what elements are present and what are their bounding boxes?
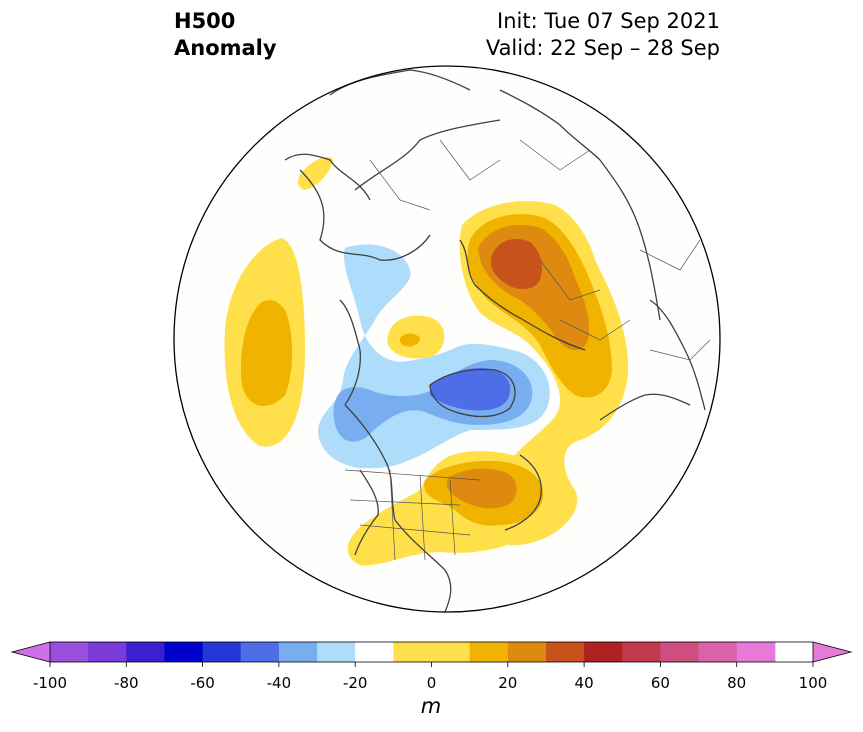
colorbar-over-triangle — [813, 642, 851, 662]
valid-range: Valid: 22 Sep – 28 Sep — [485, 36, 720, 60]
colorbar-tick-label: 40 — [574, 674, 594, 692]
colorbar-box-9 — [393, 642, 471, 662]
colorbar-unit: m — [420, 694, 442, 718]
map-title: H500 Anomaly — [174, 9, 277, 60]
colorbar-box-12 — [545, 642, 585, 662]
colorbar-outline — [49, 641, 814, 663]
colorbar-box-0 — [50, 642, 89, 662]
colorbar-box-14 — [622, 642, 661, 662]
colorbar-under-triangle — [12, 642, 50, 662]
colorbar-box-6 — [278, 642, 318, 662]
colorbar-tick-label: -20 — [342, 674, 368, 692]
colorbar-tick-label: 0 — [426, 674, 437, 692]
colorbar-tick-label: 20 — [498, 674, 518, 692]
colorbar-outline-ends — [10, 641, 853, 663]
colorbar-box-13 — [584, 642, 623, 662]
colorbar-box-8 — [355, 642, 394, 662]
anomaly-europe-40 — [490, 238, 542, 290]
coastlines — [284, 69, 706, 612]
colorbar-box-3 — [164, 642, 204, 662]
colorbar-tick-label: -100 — [32, 674, 68, 692]
map-dates: Init: Tue 07 Sep 2021 Valid: 22 Sep – 28… — [486, 8, 720, 62]
polar-map — [173, 65, 721, 613]
colorbar-box-15 — [660, 642, 700, 662]
colorbar-box-4 — [202, 642, 242, 662]
anomaly-greenland-30 — [430, 368, 511, 411]
anomaly-alaska-10 — [297, 156, 333, 190]
colorbar-box-1 — [88, 642, 127, 662]
colorbar-tick-label: 100 — [798, 674, 828, 692]
map-boundary — [173, 65, 721, 613]
colorbar-box-7 — [317, 642, 356, 662]
colorbar-box-16 — [698, 642, 738, 662]
colorbar-box-17 — [736, 642, 776, 662]
colorbar-box-11 — [507, 642, 547, 662]
colorbar-tick-label: -40 — [266, 674, 292, 692]
anomaly-pacific-30 — [240, 300, 293, 407]
colorbar-box-10 — [469, 642, 509, 662]
colorbar-tick-label: -80 — [114, 674, 139, 692]
colorbar-box-5 — [240, 642, 280, 662]
colorbar-tick-label: 80 — [727, 674, 747, 692]
colorbar-tick-label: -60 — [190, 674, 215, 692]
colorbar-tick-label: 60 — [650, 674, 670, 692]
init-date: Init: Tue 07 Sep 2021 — [497, 9, 720, 33]
map-background — [174, 66, 720, 612]
borders — [344, 139, 711, 561]
colorbar-box-2 — [126, 642, 165, 662]
anomaly-pole-20 — [399, 333, 420, 347]
